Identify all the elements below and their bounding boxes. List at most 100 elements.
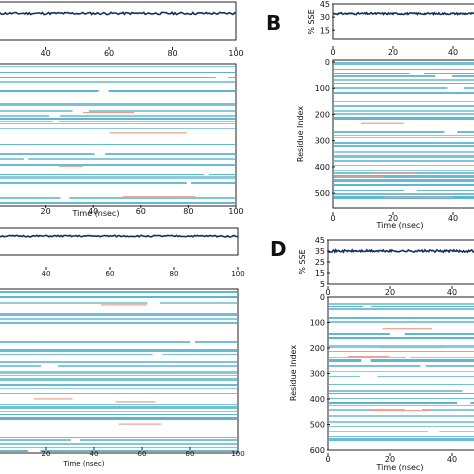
panel-d-line-ylabel: % SSE	[298, 249, 307, 274]
panel-d-strand-band	[329, 359, 474, 362]
panel-a-strand-band	[0, 153, 235, 155]
panel-d-line-xtick-label: 20	[385, 288, 395, 297]
panel-a-strand-band	[0, 115, 235, 117]
panel-d-heatmap-ytick-label: 100	[310, 319, 325, 328]
panel-c-strand-band	[0, 417, 237, 420]
panel-d-helix-band	[377, 347, 446, 349]
panel-a-strand-band	[0, 72, 235, 73]
panel-a-strand-band	[0, 90, 235, 92]
panel-d-helix-band	[382, 328, 432, 330]
panel-b-strand-band	[334, 92, 474, 94]
panel-b-heatmap-ytick-label: 100	[315, 84, 330, 93]
panel-b-strand-band	[334, 165, 474, 166]
panel-b-strand-band	[334, 175, 474, 178]
panel-a-band-gap	[53, 121, 59, 122]
panel-a-line-xtick-label: 100	[228, 49, 243, 58]
panel-b-heatmap-xtick-label: 40	[448, 214, 458, 223]
panel-a-line-frame	[0, 1, 237, 41]
panel-a-line-x-ticks: 40 60 80 100	[41, 47, 244, 58]
panel-c-line-xtick-label: 60	[106, 270, 115, 278]
panel-b-strand-band	[334, 69, 474, 70]
panel-a-band-gap	[186, 182, 191, 184]
panel-d-strand-band	[329, 436, 474, 437]
panel-c-strand-band	[0, 439, 237, 441]
panel-c-strand-band	[0, 322, 237, 324]
panel-d-strand-band	[329, 384, 474, 385]
panel-d-heatmap-ylabel: Residue Index	[289, 345, 298, 401]
panel-a-strand-band	[0, 81, 235, 83]
panel-b-heatmap-xtick-label: 20	[388, 214, 398, 223]
panel-d-strand-band	[329, 317, 474, 319]
panel-a-strand-band	[0, 66, 235, 67]
panel-b-strand-band	[334, 101, 474, 102]
panel-d-strand-band	[329, 421, 474, 423]
panel-a-strand-band	[0, 176, 235, 179]
panel-d-heatmap-frame	[327, 296, 474, 451]
panel-b-heatmap-bands	[334, 62, 474, 199]
panel-a-helix-band	[122, 196, 196, 198]
panel-a-strand-band	[0, 77, 235, 78]
panel-c-helix-band	[34, 398, 73, 400]
panel-c-helix-band	[115, 401, 156, 403]
panel-a-line-xtick-label: 40	[41, 49, 51, 58]
panel-d-line-ytick-label: 15	[315, 269, 325, 278]
panel-b-strand-band	[334, 137, 474, 138]
panel-a-strand-band	[0, 110, 235, 112]
panel-c-sse-series	[0, 234, 239, 238]
panel-d-heatmap-xtick-label: 0	[325, 455, 330, 464]
panel-b-heatmap-ylabel: Residue Index	[296, 106, 305, 162]
panel-d-band-gap	[462, 390, 474, 392]
panel-b-sse-series	[332, 11, 474, 16]
panel-a-sse-series	[0, 11, 237, 16]
panel-b-strand-band	[334, 62, 474, 65]
panel-c-strand-band	[0, 404, 237, 405]
panel-d-label: D	[270, 237, 287, 261]
panel-b-strand-band	[334, 110, 474, 112]
panel-b-heatmap-ytick-label: 400	[315, 163, 330, 172]
panel-d-strand-band	[329, 371, 474, 372]
panel-d-band-gap	[361, 359, 371, 362]
panel-b-line-xtick-label: 0	[330, 48, 335, 57]
panel-c-line-frame	[0, 227, 239, 256]
panel-c-strand-band	[0, 384, 237, 386]
panel-b-strand-band	[334, 160, 474, 162]
panel-a-heatmap-frame	[0, 63, 237, 207]
panel-c-heatmap-xtick-label: 100	[231, 450, 244, 458]
panel-c-strand-band	[0, 313, 237, 316]
panel-d-line-y-ticks: 45 35 25 15 5	[315, 236, 330, 289]
panel-d-strand-band	[329, 426, 474, 427]
panel-b-band-gap	[403, 190, 417, 191]
panel-d-line-ytick-label: 45	[315, 236, 325, 245]
panel-c-strand-band	[0, 375, 237, 376]
panel-d-heatmap-ytick-label: 200	[310, 344, 325, 353]
panel-c-line-xtick-label: 80	[170, 270, 179, 278]
panel-a-heatmap-bands	[0, 66, 235, 204]
panel-b-line-ylabel: % SSE	[307, 9, 316, 34]
panel-c-helix-band	[100, 304, 147, 306]
panel-b-strand-band	[334, 131, 474, 133]
panel-d-line-xtick-label: 40	[447, 288, 457, 297]
panel-a-strand-band	[0, 128, 235, 129]
panel-b-band-gap	[435, 75, 453, 77]
panel-b-strand-band	[334, 142, 474, 144]
panel-c-strand-band	[0, 349, 237, 352]
panel-c-heatmap-xtick-label: 40	[90, 450, 99, 458]
panel-a: 40 60 80 100 20 40 60 80 100 Time (nsec)	[0, 1, 244, 218]
panel-a-strand-band	[0, 174, 235, 175]
panel-a-strand-band	[0, 202, 235, 204]
panel-a-band-gap	[60, 197, 70, 199]
panel-a-heatmap-xtick-label: 20	[41, 207, 51, 216]
panel-d-heatmap-ytick-label: 300	[310, 370, 325, 379]
panel-a-strand-band	[0, 103, 235, 106]
panel-d-line-ytick-label: 35	[315, 247, 325, 256]
panel-d-line-xtick-label: 0	[325, 288, 330, 297]
panel-c-line-xtick-label: 40	[42, 270, 51, 278]
panel-b-heatmap-x-ticks: 0 20 40	[330, 212, 458, 223]
panel-d-band-gap	[360, 376, 378, 377]
panel-d-band-gap	[363, 306, 372, 307]
panel-c-band-gap	[147, 302, 160, 304]
panel-c-line-xtick-label: 100	[231, 270, 244, 278]
panel-c: 40 60 80 100 20 40 60 80 100 Time (nsec)	[0, 227, 245, 468]
panel-d-strand-band	[329, 306, 474, 307]
